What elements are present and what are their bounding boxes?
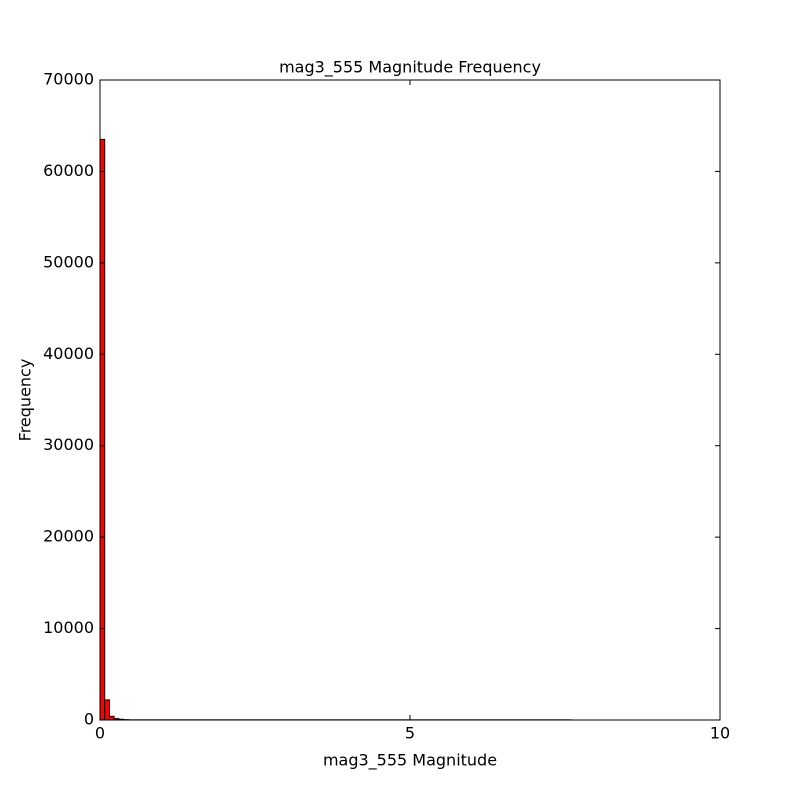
plot-frame bbox=[99, 79, 721, 721]
y-tick-label: 60000 bbox=[43, 161, 94, 180]
y-tick-label: 0 bbox=[84, 710, 94, 729]
y-tick-label: 70000 bbox=[43, 70, 94, 89]
y-tick-label: 20000 bbox=[43, 527, 94, 546]
y-tick-label: 40000 bbox=[43, 344, 94, 363]
y-tick-label: 10000 bbox=[43, 618, 94, 637]
bar bbox=[108, 715, 115, 721]
x-tick-label: 5 bbox=[405, 724, 415, 743]
y-axis-label: Frequency bbox=[16, 359, 35, 442]
x-axis-label: mag3_555 Magnitude bbox=[323, 751, 497, 771]
y-tick-label: 50000 bbox=[43, 252, 94, 271]
x-tick-label: 0 bbox=[95, 724, 105, 743]
y-tick-label: 30000 bbox=[43, 435, 94, 454]
bar bbox=[104, 699, 110, 721]
x-tick-label: 10 bbox=[710, 724, 730, 743]
chart-title: mag3_555 Magnitude Frequency bbox=[279, 58, 541, 78]
bar bbox=[99, 138, 106, 721]
